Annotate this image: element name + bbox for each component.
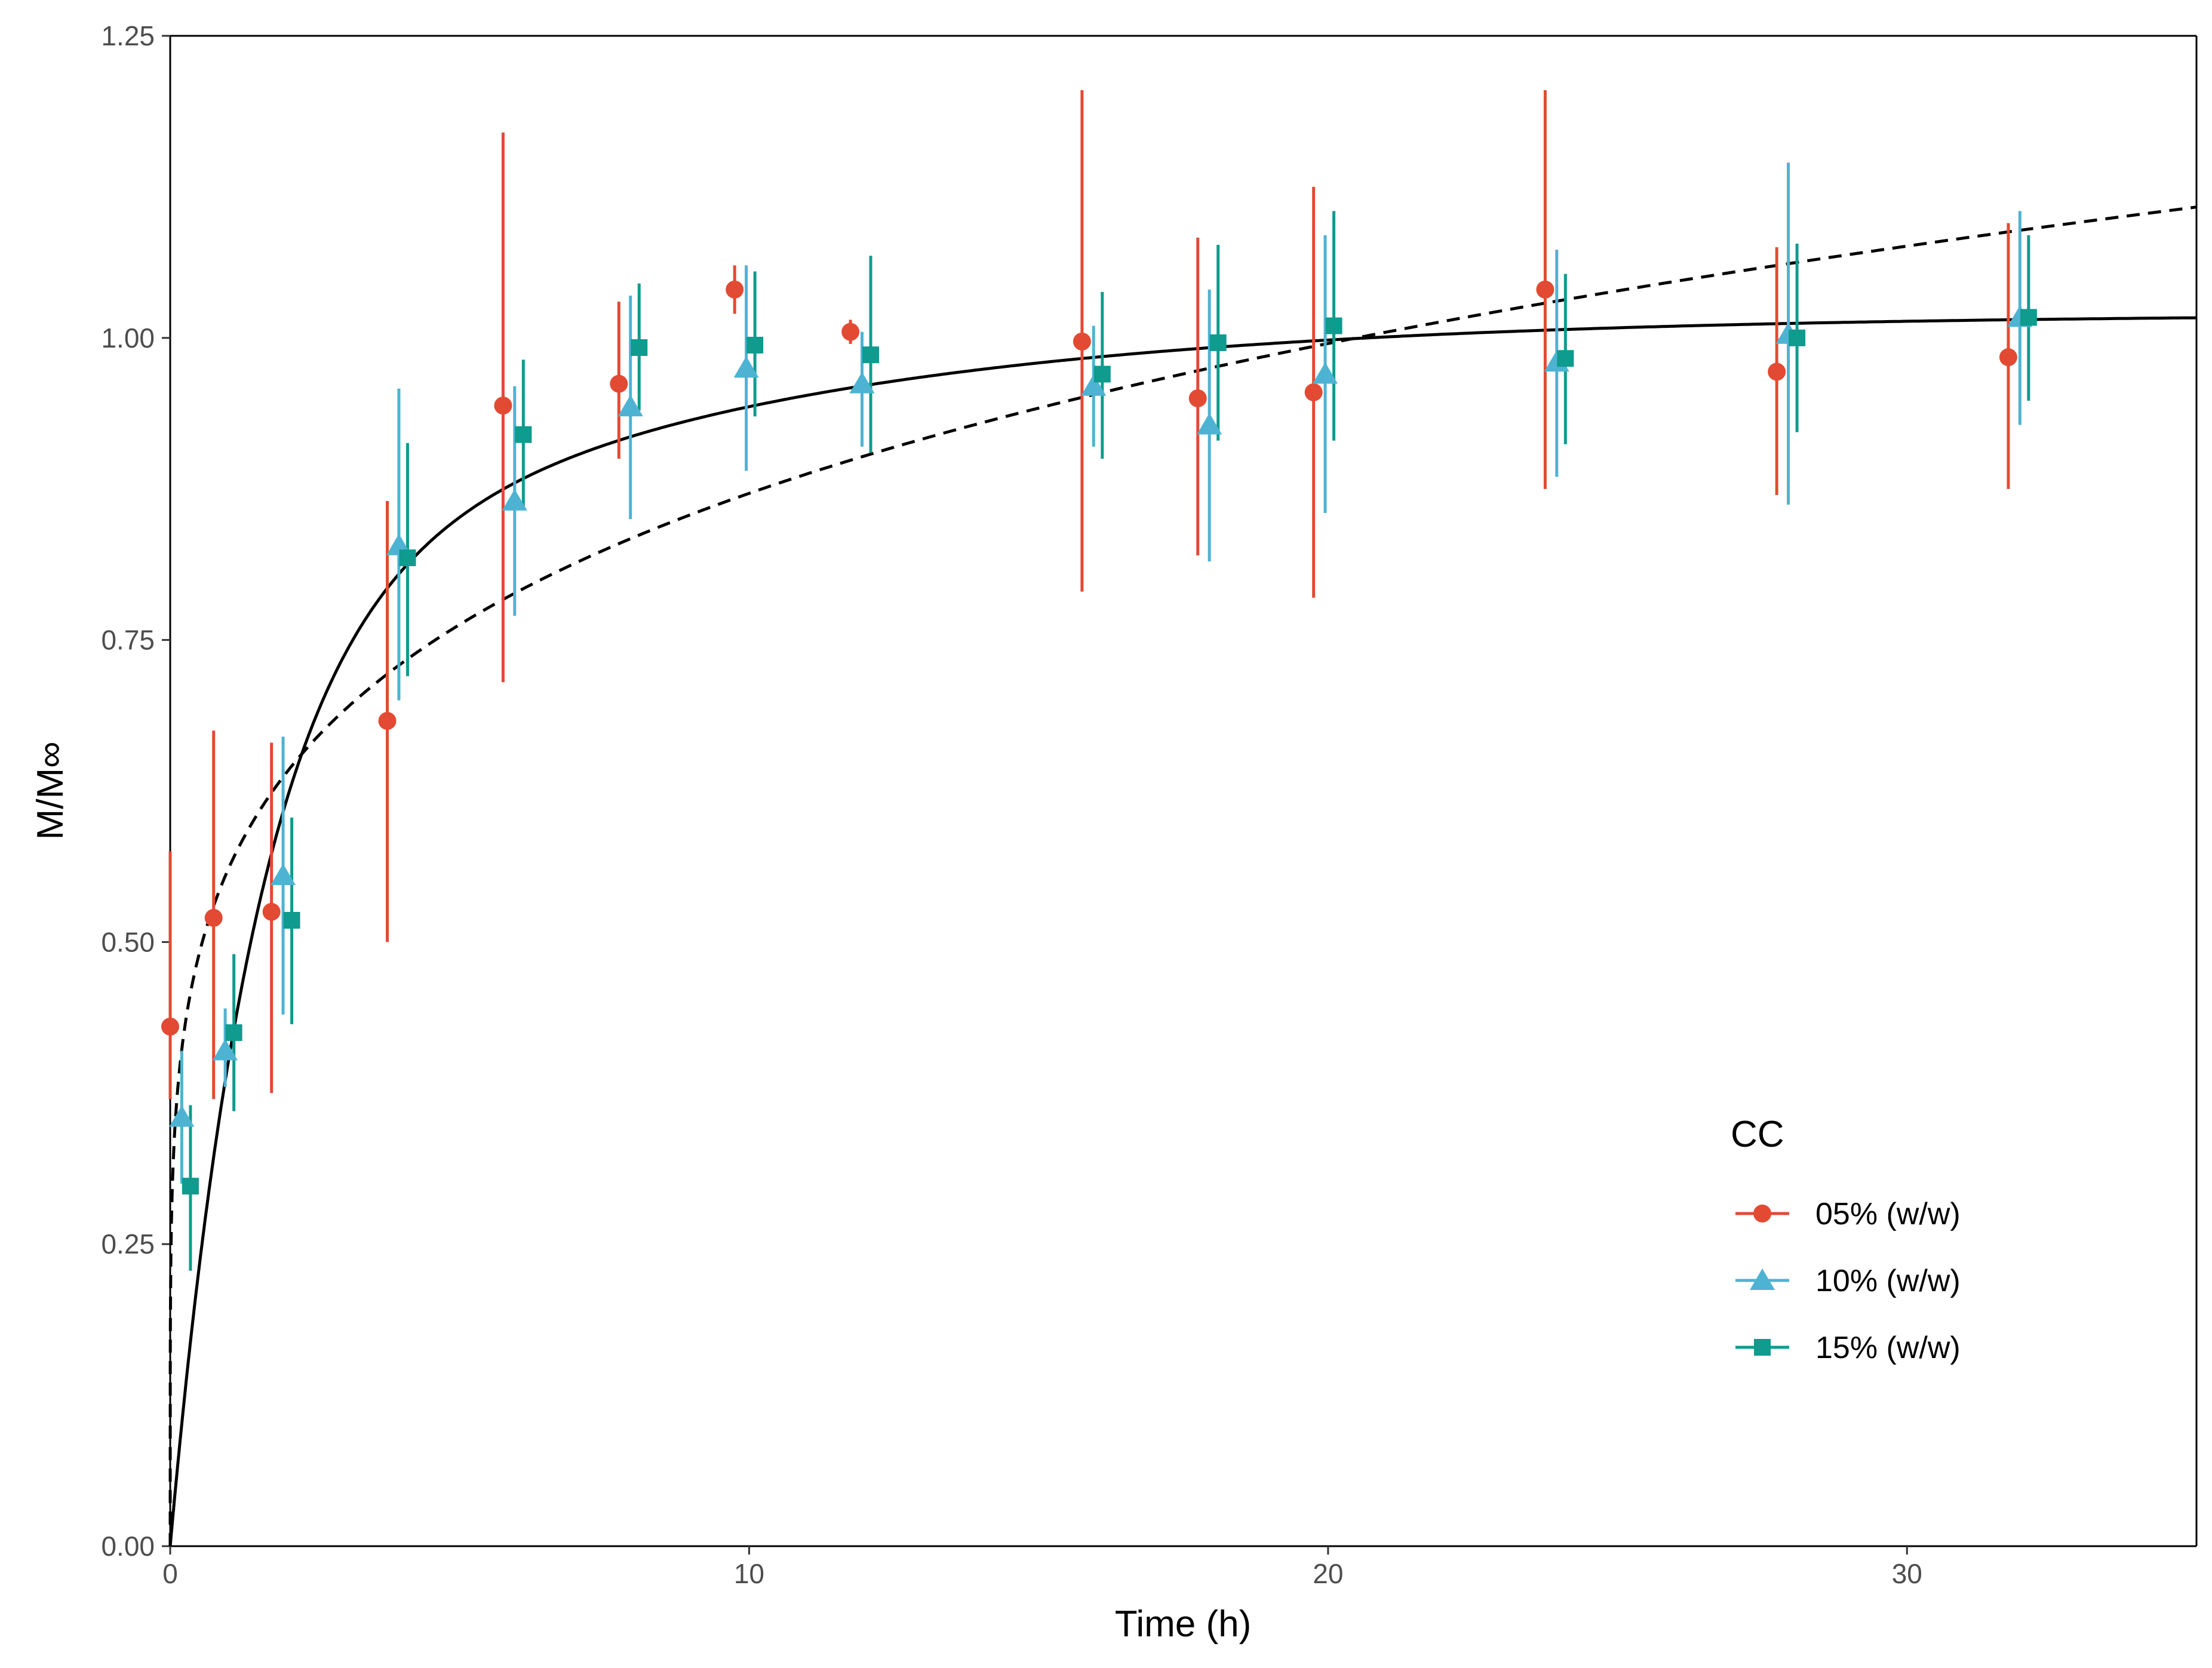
point-15-w-w — [1557, 350, 1574, 367]
point-10-w-w — [849, 371, 875, 394]
y-ticks: 0.00 0.25 0.50 0.75 1.00 1.25 — [101, 20, 170, 1562]
point-15-w-w — [182, 1178, 199, 1195]
point-15-w-w — [283, 911, 300, 929]
legend-label: 05% (w/w) — [1815, 1197, 1961, 1231]
point-10-w-w — [271, 864, 296, 886]
point-05-w-w — [1999, 348, 2017, 367]
point-15-w-w — [399, 549, 416, 567]
point-05-w-w — [1536, 280, 1554, 299]
y-tick-label: 0.25 — [101, 1228, 155, 1260]
fit-curves — [168, 205, 2197, 1547]
point-05-w-w — [262, 902, 281, 921]
point-15-w-w — [515, 426, 532, 443]
point-10-w-w — [169, 1105, 195, 1127]
y-tick-label: 1.00 — [101, 322, 155, 354]
point-05-w-w — [610, 374, 628, 393]
point-05-w-w — [841, 322, 860, 341]
legend-item-15-w-w: 15% (w/w) — [1735, 1331, 1961, 1365]
point-05-w-w — [204, 908, 223, 927]
legend: CC 05% (w/w) 10% (w/w) 15% (w/w) — [1731, 1114, 1961, 1365]
point-15-w-w — [1209, 334, 1227, 351]
point-05-w-w — [494, 397, 512, 415]
x-ticks: 0 10 20 30 — [162, 1546, 1922, 1589]
y-tick-label: 0.75 — [101, 625, 155, 656]
point-15-w-w — [631, 339, 648, 356]
x-tick-label: 0 — [162, 1558, 178, 1589]
x-tick-label: 20 — [1313, 1558, 1343, 1589]
point-05-w-w — [1768, 363, 1786, 381]
point-15-w-w — [2020, 309, 2037, 326]
legend-item-05-w-w: 05% (w/w) — [1735, 1197, 1961, 1231]
legend-item-10-w-w: 10% (w/w) — [1735, 1264, 1961, 1298]
point-15-w-w — [225, 1024, 242, 1042]
x-axis-title: Time (h) — [1115, 1604, 1251, 1645]
point-05-w-w — [1073, 332, 1091, 351]
point-15-w-w — [862, 346, 880, 364]
legend-title: CC — [1731, 1114, 1784, 1155]
dashed-fit-curve — [168, 205, 2197, 1547]
point-10-w-w — [1197, 413, 1222, 435]
solid-fit-curve — [168, 316, 2197, 1547]
point-05-w-w — [378, 712, 397, 730]
legend-key-marker — [1753, 1205, 1771, 1222]
y-tick-label: 0.00 — [101, 1531, 155, 1562]
y-tick-label: 0.50 — [101, 926, 155, 957]
y-tick-label: 1.25 — [101, 20, 155, 51]
point-10-w-w — [213, 1039, 238, 1061]
point-05-w-w — [161, 1018, 179, 1036]
point-15-w-w — [746, 336, 764, 354]
x-tick-label: 30 — [1892, 1558, 1922, 1589]
point-10-w-w — [502, 489, 527, 511]
point-05-w-w — [1304, 383, 1323, 401]
data-points — [161, 280, 2037, 1195]
legend-key-marker — [1754, 1339, 1771, 1356]
point-10-w-w — [1313, 362, 1338, 384]
x-tick-label: 10 — [734, 1558, 764, 1589]
point-10-w-w — [617, 395, 643, 417]
legend-label: 10% (w/w) — [1815, 1264, 1961, 1298]
point-05-w-w — [726, 280, 744, 299]
legend-key-marker — [1750, 1268, 1775, 1290]
point-15-w-w — [1093, 365, 1111, 383]
point-15-w-w — [1789, 329, 1806, 346]
legend-label: 15% (w/w) — [1815, 1331, 1961, 1365]
point-10-w-w — [733, 356, 759, 378]
point-15-w-w — [1325, 317, 1342, 334]
point-05-w-w — [1188, 389, 1207, 407]
y-axis-title: M/M∞ — [30, 742, 71, 840]
point-10-w-w — [1081, 374, 1107, 396]
